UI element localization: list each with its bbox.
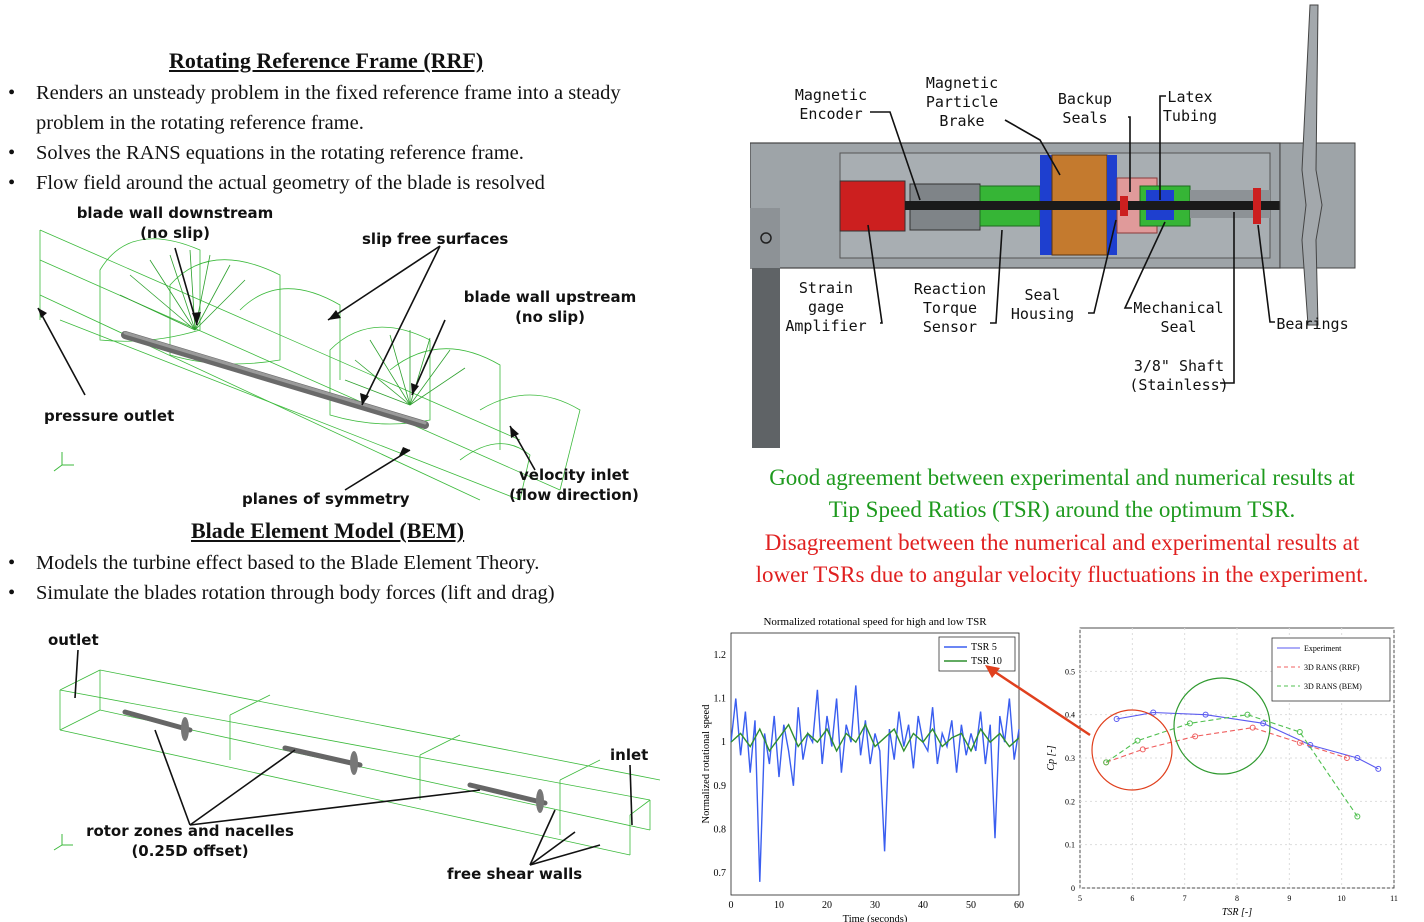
x-tick-label: 20 <box>822 900 832 911</box>
rrf-bullet-text: Solves the RANS equations in the rotatin… <box>36 142 524 164</box>
legend-label: TSR 5 <box>971 642 997 653</box>
x-axis-label: TSR [-] <box>1222 907 1252 918</box>
bem-bullet-1: • Models the turbine effect based to the… <box>8 548 688 578</box>
axis-triad-icon <box>54 452 74 471</box>
y-tick-label: 0.1 <box>1065 841 1075 850</box>
x-tick-label: 30 <box>870 900 880 911</box>
rrf-mesh-lines <box>40 230 580 500</box>
bem-label-inlet: inlet <box>610 745 648 765</box>
x-tick-label: 7 <box>1183 894 1187 903</box>
legend-label: 3D RANS (RRF) <box>1304 663 1360 672</box>
speed-chart: 0 10 20 30 40 50 60 0.7 0.8 0.9 1 1.1 1.2 Normalized … <box>695 605 1030 922</box>
bearing-icon <box>1253 188 1261 224</box>
y-axis-label: Cp [-] <box>1046 745 1057 770</box>
apparatus-drawing <box>750 0 1424 450</box>
bem-bullet-text: Simulate the blades rotation through bod… <box>36 582 555 604</box>
y-tick-label: 1 <box>721 737 726 748</box>
label-magnetic-encoder: Magnetic Encoder <box>776 86 886 124</box>
bem-title: Blade Element Model (BEM) <box>191 518 464 544</box>
bem-label-shear: free shear walls <box>447 864 582 884</box>
rrf-annotation-arrows <box>38 246 535 490</box>
bullet-marker: • <box>8 578 15 608</box>
y-tick-label: 0.8 <box>714 825 727 836</box>
label-mechanical-seal: Mechanical Seal <box>1126 299 1231 337</box>
y-tick-label: 0.2 <box>1065 797 1075 806</box>
label-particle-brake: Magnetic Particle Brake <box>907 74 1017 131</box>
y-tick-label: 0 <box>1071 884 1075 893</box>
y-tick-label: 0.9 <box>714 781 727 792</box>
y-tick-label: 0.7 <box>714 868 727 879</box>
bullet-marker: • <box>8 548 15 578</box>
result-agreement-text: Good agreement between experimental and … <box>700 462 1424 526</box>
x-tick-label: 9 <box>1287 894 1291 903</box>
legend-label: 3D RANS (BEM) <box>1304 682 1362 691</box>
rrf-bullet-2: • Solves the RANS equations in the rotat… <box>8 138 688 168</box>
bem-bullet-2: • Simulate the blades rotation through b… <box>8 578 688 608</box>
x-tick-label: 10 <box>774 900 784 911</box>
x-tick-label: 60 <box>1014 900 1024 911</box>
rrf-label-slip: slip free surfaces <box>362 229 508 249</box>
label-bearings: Bearings <box>1270 315 1355 334</box>
rrf-bullet-text: Renders an unsteady problem in the fixed… <box>36 82 621 134</box>
magnetic-encoder <box>840 181 905 231</box>
rrf-bullet-3: • Flow field around the actual geometry … <box>8 168 688 198</box>
result-disagreement-text: Disagreement between the numerical and e… <box>700 527 1424 591</box>
label-shaft: 3/8" Shaft (Stainless) <box>1124 357 1234 395</box>
x-tick-label: 10 <box>1338 894 1346 903</box>
label-strain-gage: Strain gage Amplifier <box>776 279 876 336</box>
chart-title: Normalized rotational speed for high and… <box>763 616 987 628</box>
bullet-marker: • <box>8 138 15 168</box>
y-axis-label: Normalized rotational speed <box>701 704 712 824</box>
label-reaction-torque: Reaction Torque Sensor <box>900 280 1000 337</box>
x-tick-label: 8 <box>1235 894 1239 903</box>
rrf-label-upstream: blade wall upstream (no slip) <box>440 287 660 327</box>
bem-label-rotor: rotor zones and nacelles (0.25D offset) <box>60 821 320 861</box>
bem-label-outlet: outlet <box>48 630 99 650</box>
rrf-label-symmetry: planes of symmetry <box>242 489 410 509</box>
y-tick-label: 0.3 <box>1065 754 1075 763</box>
legend-label: Experiment <box>1304 644 1342 653</box>
rrf-bullet-text: Flow field around the actual geometry of… <box>36 172 545 194</box>
rrf-bullet-list: • Renders an unsteady problem in the fix… <box>8 78 688 198</box>
rrf-label-inlet: velocity inlet (flow direction) <box>494 465 654 505</box>
x-tick-label: 40 <box>918 900 928 911</box>
x-tick-label: 5 <box>1078 894 1082 903</box>
plot-frame <box>731 633 1019 895</box>
x-tick-label: 11 <box>1390 894 1398 903</box>
bullet-marker: • <box>8 168 15 198</box>
bullet-marker: • <box>8 78 15 108</box>
rrf-label-downstream: blade wall downstream (no slip) <box>60 203 290 243</box>
bem-bullet-text: Models the turbine effect based to the B… <box>36 552 539 574</box>
connector-arrow <box>980 660 1100 740</box>
rrf-label-outlet: pressure outlet <box>44 406 174 426</box>
label-latex-tubing: Latex Tubing <box>1145 88 1235 126</box>
label-seal-housing: Seal Housing <box>1000 286 1085 324</box>
x-tick-label: 0 <box>729 900 734 911</box>
x-tick-label: 6 <box>1130 894 1134 903</box>
x-axis-label: Time (seconds) <box>843 914 908 922</box>
label-backup-seals: Backup Seals <box>1040 90 1130 128</box>
x-tick-label: 50 <box>966 900 976 911</box>
y-tick-label: 1.2 <box>714 650 727 661</box>
rrf-title: Rotating Reference Frame (RRF) <box>169 48 483 74</box>
rrf-bullet-1: • Renders an unsteady problem in the fix… <box>8 78 688 138</box>
y-tick-label: 1.1 <box>714 694 727 705</box>
bem-bullet-list: • Models the turbine effect based to the… <box>8 548 688 608</box>
